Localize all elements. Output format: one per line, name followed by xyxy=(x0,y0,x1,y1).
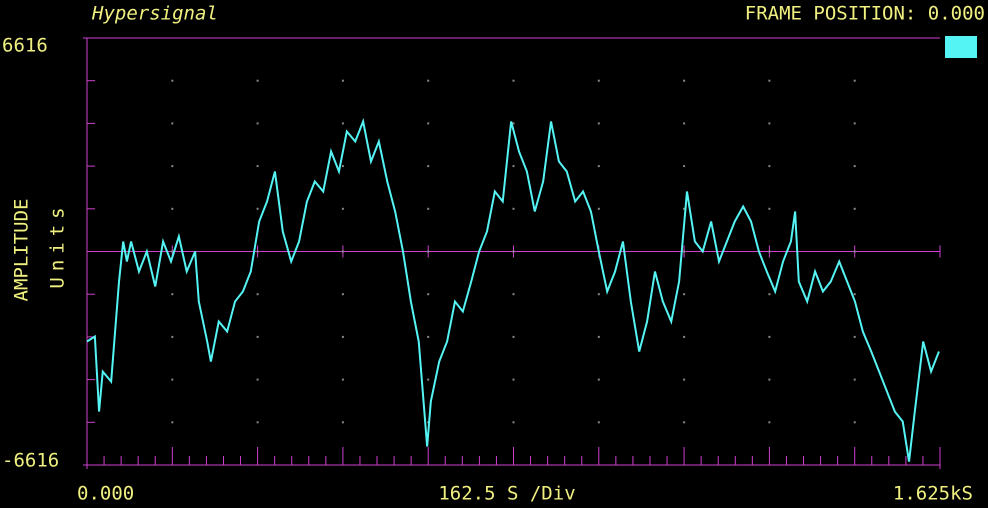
grid-dot xyxy=(512,293,515,296)
grid-dot xyxy=(256,250,259,253)
grid-dot xyxy=(597,165,600,168)
grid-dot xyxy=(171,79,174,82)
grid-dot xyxy=(683,165,686,168)
grid-dot xyxy=(256,335,259,338)
grid-dot xyxy=(768,421,771,424)
grid-dot xyxy=(171,207,174,210)
grid-dot xyxy=(597,122,600,125)
grid-dot xyxy=(512,207,515,210)
grid-dot xyxy=(171,165,174,168)
grid-dot xyxy=(256,421,259,424)
grid-dot xyxy=(256,293,259,296)
frame-position: FRAME POSITION: 0.000 xyxy=(745,3,985,25)
x-tick-label: 0.000 xyxy=(77,483,134,505)
grid-dot xyxy=(341,250,344,253)
grid-dot xyxy=(597,293,600,296)
grid-dot xyxy=(683,293,686,296)
grid-dot xyxy=(341,79,344,82)
grid-dot xyxy=(597,421,600,424)
grid-dot xyxy=(256,79,259,82)
grid-dot xyxy=(512,378,515,381)
grid-dot xyxy=(171,421,174,424)
grid-dot xyxy=(683,207,686,210)
grid-dot xyxy=(171,250,174,253)
grid-dot xyxy=(768,250,771,253)
grid-dot xyxy=(768,207,771,210)
x-tick-label: 1.625kS xyxy=(893,483,973,505)
grid-dot xyxy=(341,293,344,296)
grid-dot xyxy=(341,122,344,125)
grid-dot xyxy=(768,122,771,125)
grid-dot xyxy=(512,335,515,338)
grid-dot xyxy=(597,79,600,82)
grid-dot xyxy=(512,250,515,253)
grid-dot xyxy=(768,165,771,168)
grid-dot xyxy=(341,207,344,210)
grid-dot xyxy=(853,335,856,338)
grid-dot xyxy=(683,421,686,424)
grid-dot xyxy=(427,293,430,296)
grid-dot xyxy=(427,79,430,82)
grid-dot xyxy=(512,421,515,424)
grid-dot xyxy=(427,122,430,125)
grid-dot xyxy=(768,79,771,82)
grid-dot xyxy=(768,335,771,338)
channel-swatch xyxy=(945,36,977,58)
signal-trace xyxy=(86,117,940,462)
grid-dot xyxy=(341,335,344,338)
grid-dot xyxy=(853,207,856,210)
grid-dot xyxy=(341,378,344,381)
grid-dot xyxy=(427,378,430,381)
grid-dot xyxy=(683,378,686,381)
grid-dot xyxy=(853,421,856,424)
grid-dot xyxy=(853,79,856,82)
grid-dot xyxy=(853,122,856,125)
grid-dot xyxy=(512,122,515,125)
grid-dot xyxy=(768,378,771,381)
y-axis-unit: Units xyxy=(47,201,69,288)
grid-dot xyxy=(256,207,259,210)
grid-dot xyxy=(341,165,344,168)
y-tick-label: 6616 xyxy=(2,35,48,57)
x-axis-label: 162.5 S /Div xyxy=(438,483,575,505)
grid-dot xyxy=(427,207,430,210)
grid-dot xyxy=(768,293,771,296)
grid-dot xyxy=(256,165,259,168)
grid-dot xyxy=(256,378,259,381)
grid-dot xyxy=(683,250,686,253)
grid-dot xyxy=(512,79,515,82)
grid-dot xyxy=(171,378,174,381)
chart-title: Hypersignal xyxy=(91,3,218,25)
grid-dot xyxy=(683,122,686,125)
grid-dot xyxy=(597,378,600,381)
grid-dot xyxy=(853,250,856,253)
y-tick-label: -6616 xyxy=(2,450,59,472)
grid-dot xyxy=(171,335,174,338)
grid-dot xyxy=(427,250,430,253)
y-axis-label: AMPLITUDE xyxy=(11,199,33,302)
grid-dot xyxy=(171,293,174,296)
grid-dot xyxy=(427,165,430,168)
grid-dot xyxy=(853,378,856,381)
grid-dot xyxy=(256,122,259,125)
grid-dot xyxy=(597,207,600,210)
grid-dot xyxy=(427,335,430,338)
grid-dot xyxy=(853,165,856,168)
grid-dot xyxy=(853,293,856,296)
grid-dot xyxy=(597,335,600,338)
grid-dot xyxy=(341,421,344,424)
grid-dot xyxy=(512,165,515,168)
grid-dot xyxy=(683,79,686,82)
grid-dot xyxy=(683,335,686,338)
grid-dot xyxy=(171,122,174,125)
